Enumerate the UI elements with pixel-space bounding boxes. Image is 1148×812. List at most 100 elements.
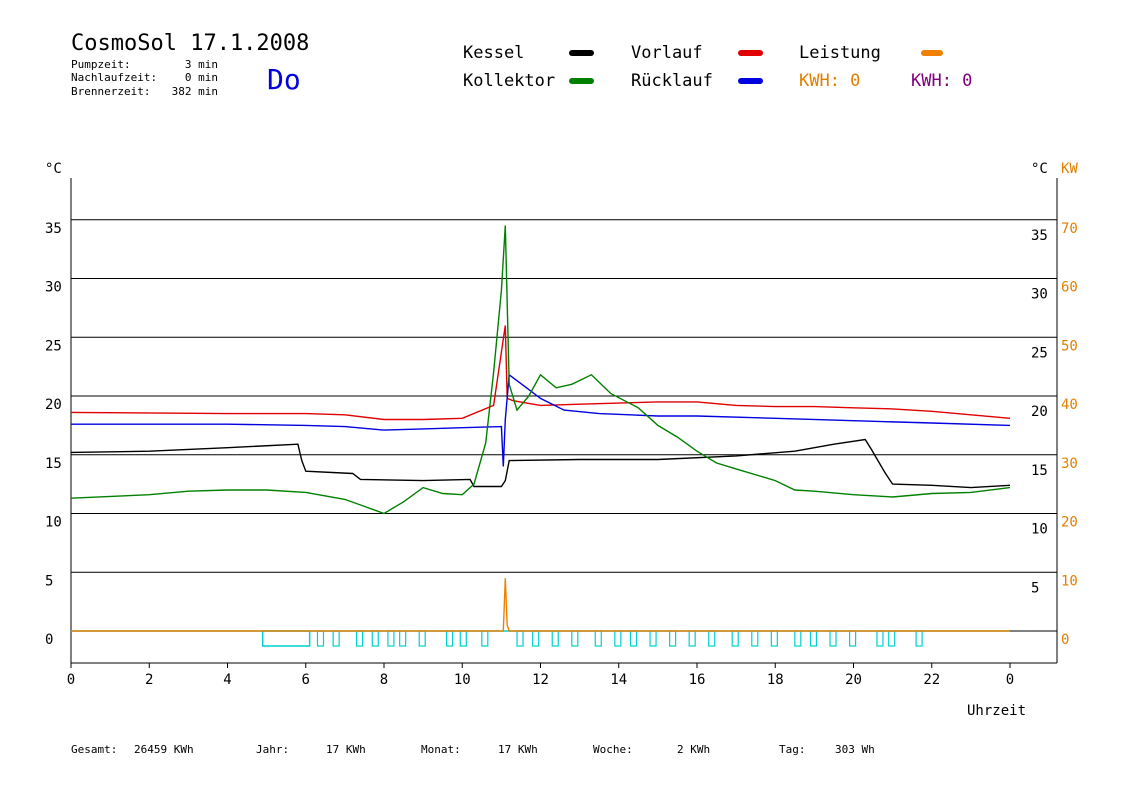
kw-tick-60: 60 — [1061, 280, 1078, 296]
x-tick-6: 12 — [532, 672, 549, 688]
x-tick-12: 0 — [1006, 672, 1014, 688]
stat-value-brennerzeit: 382 min — [172, 85, 218, 98]
pump-mark-6 — [418, 630, 426, 647]
footer-value-monat: 17 KWh — [498, 743, 538, 756]
pump-mark-26 — [829, 630, 837, 647]
x-tick-0: 0 — [67, 672, 75, 688]
x-tick-8: 16 — [689, 672, 706, 688]
x-axis-label: Uhrzeit — [967, 703, 1026, 719]
kw-tick-50: 50 — [1061, 338, 1078, 354]
pump-mark-18 — [669, 630, 677, 647]
pump-block — [261, 630, 311, 647]
pump-mark-28 — [876, 630, 884, 647]
pump-mark-15 — [614, 630, 622, 647]
pump-mark-2 — [356, 630, 364, 647]
left-tick-20: 20 — [45, 397, 62, 413]
kw-tick-70: 70 — [1061, 221, 1078, 237]
pump-mark-19 — [688, 630, 696, 647]
right-tick-labels: 5 10 15 20 25 30 35 — [1031, 228, 1048, 597]
stat-label-brennerzeit: Brennerzeit: — [71, 85, 150, 98]
left-tick-5: 5 — [45, 573, 53, 589]
x-tick-9: 18 — [767, 672, 784, 688]
pump-mark-17 — [649, 630, 657, 647]
footer-value-woche: 2 KWh — [677, 743, 710, 756]
kw-tick-labels: 0 10 20 30 40 50 60 70 — [1061, 221, 1078, 648]
footer-label-tag: Tag: — [779, 743, 806, 756]
stat-label-nachlaufzeit: Nachlaufzeit: — [71, 71, 157, 84]
series-line-vorlauf — [70, 325, 1011, 421]
right-tick-30: 30 — [1031, 287, 1048, 303]
left-tick-30: 30 — [45, 280, 62, 296]
right-tick-25: 25 — [1031, 345, 1048, 361]
stat-value-nachlaufzeit: 0 min — [185, 71, 218, 84]
x-tick-10: 20 — [845, 672, 862, 688]
stat-label-pumpzeit: Pumpzeit: — [71, 58, 131, 71]
stats-block: Pumpzeit: 3 min Nachlaufzeit: 0 min Bren… — [71, 58, 218, 98]
footer-label-gesamt: Gesamt: — [71, 743, 117, 756]
pump-mark-12 — [551, 630, 559, 647]
left-tick-35: 35 — [45, 221, 62, 237]
pump-mark-1 — [332, 630, 340, 647]
right-tick-15: 15 — [1031, 463, 1048, 479]
x-tick-labels: 0 2 4 6 8 10 12 14 16 18 20 22 0 — [67, 663, 1014, 688]
footer-value-tag: 303 Wh — [835, 743, 875, 756]
day-label: Do — [267, 63, 301, 96]
pump-mark-5 — [399, 630, 407, 647]
pump-mark-10 — [516, 630, 524, 647]
footer-label-monat: Monat: — [421, 743, 461, 756]
left-tick-15: 15 — [45, 456, 62, 472]
pump-mark-7 — [446, 630, 454, 647]
pump-mark-11 — [532, 630, 540, 647]
left-axis-unit: °C — [45, 161, 62, 177]
series-line-kessel — [70, 438, 1011, 489]
x-tick-3: 6 — [302, 672, 310, 688]
series-lines — [70, 225, 1011, 632]
pump-mark-4 — [387, 630, 395, 647]
pump-mark-23 — [770, 630, 778, 647]
right-tick-35: 35 — [1031, 228, 1048, 244]
pump-mark-9 — [481, 630, 489, 647]
pump-mark-24 — [794, 630, 802, 647]
x-tick-1: 2 — [145, 672, 153, 688]
pump-mark-16 — [629, 630, 638, 647]
x-tick-5: 10 — [454, 672, 471, 688]
right-axis-unit: °C — [1031, 161, 1048, 177]
series-line-ruecklauf — [71, 373, 1011, 467]
chart-title: CosmoSol 17.1.2008 — [71, 31, 309, 56]
kw-axis-unit: KW — [1061, 161, 1078, 177]
legend-label-vorlauf: Vorlauf — [631, 43, 703, 63]
right-tick-10: 10 — [1031, 522, 1048, 538]
x-tick-4: 8 — [380, 672, 388, 688]
pump-mark-29 — [888, 630, 896, 647]
footer-value-jahr: 17 KWh — [326, 743, 366, 756]
stat-value-pumpzeit: 3 min — [185, 58, 218, 71]
x-tick-2: 4 — [223, 672, 231, 688]
pump-mark-8 — [459, 630, 467, 647]
pump-mark-0 — [316, 630, 325, 647]
pump-mark-14 — [594, 630, 602, 647]
series-line-leistung — [71, 578, 1010, 632]
x-tick-7: 14 — [610, 672, 627, 688]
series-line-kollektor — [70, 225, 1011, 515]
kw-tick-0: 0 — [1061, 632, 1069, 648]
pump-mark-25 — [809, 630, 818, 647]
right-tick-5: 5 — [1031, 580, 1039, 596]
legend: Kessel Vorlauf Leistung Kollektor Rückla… — [463, 43, 972, 91]
kw-tick-30: 30 — [1061, 456, 1078, 472]
kw-tick-10: 10 — [1061, 573, 1078, 589]
x-tick-11: 22 — [923, 672, 940, 688]
legend-label-kessel: Kessel — [463, 43, 524, 63]
legend-label-kollektor: Kollektor — [463, 71, 555, 91]
pump-mark-21 — [731, 630, 739, 647]
gridlines — [71, 219, 1057, 632]
left-tick-labels: 0 5 10 15 20 25 30 35 — [45, 221, 62, 648]
kw-tick-20: 20 — [1061, 515, 1078, 531]
pump-status-marks — [71, 630, 1010, 647]
footer-label-woche: Woche: — [593, 743, 633, 756]
footer: Gesamt: 26459 KWh Jahr: 17 KWh Monat: 17… — [71, 743, 875, 756]
pump-mark-22 — [751, 630, 759, 647]
footer-value-gesamt: 26459 KWh — [134, 743, 194, 756]
left-tick-0: 0 — [45, 632, 53, 648]
